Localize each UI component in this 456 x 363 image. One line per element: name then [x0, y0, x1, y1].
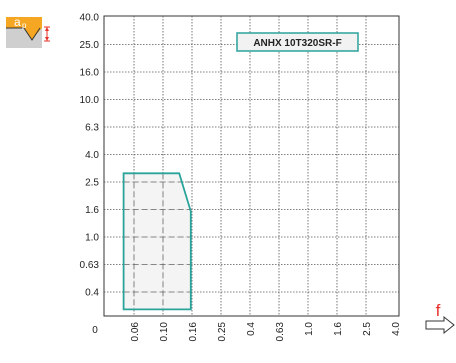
- x-tick-label: 0.10: [159, 322, 170, 342]
- y-tick-label: 0.4: [85, 288, 99, 299]
- y-tick-label: 6.3: [85, 123, 99, 134]
- x-tick-label: 4.0: [391, 322, 402, 336]
- x-tick-label: 2.5: [362, 322, 373, 336]
- x-axis-arrow-icon: [425, 315, 455, 335]
- x-tick-label: 0.25: [217, 322, 228, 342]
- y-tick-label: 4.0: [85, 150, 99, 161]
- y-tick-label: 40.0: [80, 13, 100, 24]
- icon-label: a: [14, 15, 21, 29]
- chart-title-box: ANHX 10T320SR-F: [236, 32, 359, 52]
- y-tick-label: 25.0: [80, 40, 100, 51]
- y-tick-label: 10.0: [80, 95, 100, 106]
- x-tick-labels: 0.06 0.10 0.16 0.25 0.4 0.63 1.0 1.6 2.5 4.0: [130, 322, 402, 342]
- x-tick-label: 0.16: [188, 322, 199, 342]
- x-axis-label: f: [436, 301, 441, 320]
- y-tick-label: 1.6: [85, 205, 99, 216]
- chart-title: ANHX 10T320SR-F: [253, 38, 341, 49]
- y-tick-label: 1.0: [85, 233, 99, 244]
- y-tick-label: 0.63: [80, 260, 100, 271]
- y-tick-labels: 0.4 0.63 1.0 1.6 2.5 4.0 6.3 10.0 16.0 25.0 40.0: [80, 13, 100, 299]
- y-tick-label: 16.0: [80, 68, 100, 79]
- x-tick-label: 0.4: [246, 322, 257, 336]
- x-tick-label: 0.06: [130, 322, 141, 342]
- origin-label: 0: [92, 325, 98, 336]
- x-tick-label: 0.63: [275, 322, 286, 342]
- application-region-outline: [122, 172, 192, 311]
- x-tick-label: 1.0: [304, 322, 315, 336]
- depth-of-cut-icon: a p: [6, 15, 50, 48]
- y-tick-label: 2.5: [85, 178, 99, 189]
- icon-sub: p: [22, 21, 27, 30]
- x-tick-label: 1.6: [333, 322, 344, 336]
- region-layer: [122, 172, 192, 311]
- application-region-fill: [123, 173, 191, 310]
